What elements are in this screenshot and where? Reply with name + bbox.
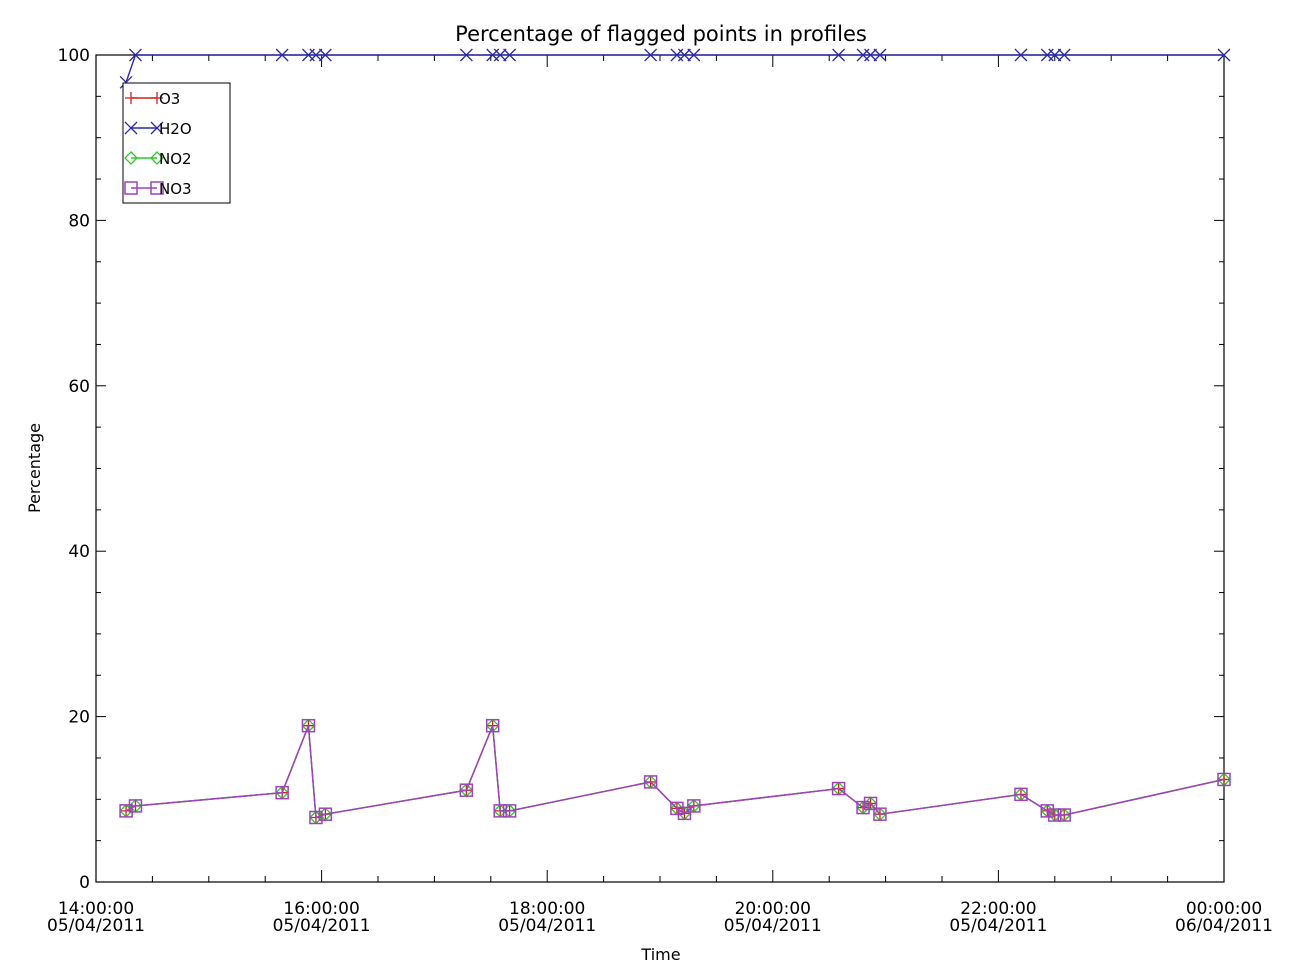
data-point-h2o [1048, 48, 1062, 62]
data-point-no3 [502, 804, 517, 818]
x-tick-label-time: 00:00:00 [1186, 899, 1262, 919]
plot-frame [95, 54, 1225, 883]
data-point-h2o [677, 48, 691, 62]
legend-marker [150, 121, 164, 135]
data-point-no3 [275, 785, 289, 800]
data-point-no3 [677, 806, 692, 821]
series-line-no3 [125, 725, 1225, 819]
data-point-h2o [864, 48, 878, 62]
legend-box [122, 82, 231, 204]
data-point-h2o [459, 48, 473, 62]
x-tick-label-date: 06/04/2011 [1175, 916, 1273, 936]
y-axis-label: Percentage [25, 423, 44, 513]
y-tick-label: 80 [68, 211, 90, 231]
legend-marker [151, 92, 163, 104]
x-tick-label-time: 22:00:00 [960, 899, 1036, 919]
legend-label: NO3 [159, 180, 192, 198]
data-point-h2o [1057, 48, 1071, 62]
x-tick-label-date: 05/04/2011 [724, 916, 822, 936]
x-tick-label-time: 20:00:00 [735, 899, 811, 919]
legend-marker [124, 181, 138, 195]
legend-marker [124, 151, 138, 165]
legend-marker [124, 121, 138, 135]
series-layer [119, 48, 1231, 825]
data-point-h2o [503, 48, 517, 62]
data-point-no3 [318, 807, 333, 821]
data-point-no3 [643, 775, 658, 789]
data-point-no3 [459, 783, 474, 797]
y-tick-label: 100 [58, 46, 90, 66]
x-axis-label: Time [640, 945, 680, 964]
data-point-h2o [832, 48, 846, 62]
data-point-no3 [1057, 808, 1071, 822]
legend-marker [150, 181, 164, 195]
data-point-no3 [493, 804, 507, 818]
y-tick-label: 60 [68, 377, 90, 397]
data-point-no3 [1014, 787, 1028, 802]
series-no3 [119, 718, 1231, 825]
data-point-no3 [1040, 804, 1055, 818]
legend-entries: O3 H2O NO2 NO3 [124, 90, 192, 198]
x-tick-label-date: 05/04/2011 [47, 916, 145, 936]
data-point-h2o [687, 48, 701, 62]
legend-entry-no3: NO3 [124, 180, 192, 198]
data-point-no3 [863, 796, 878, 811]
legend-label: H2O [159, 120, 192, 138]
axes: 02040608010014:00:0005/04/201116:00:0005… [47, 46, 1273, 936]
data-point-no3 [309, 810, 323, 825]
series-o3 [120, 719, 1230, 824]
legend-marker [150, 151, 164, 165]
y-tick-label: 20 [68, 708, 90, 728]
data-point-no3 [301, 718, 316, 733]
legend-label: O3 [159, 90, 180, 108]
data-point-no3 [1048, 808, 1062, 822]
y-tick-label: 40 [68, 542, 90, 562]
data-point-no3 [485, 718, 500, 733]
data-point-h2o [644, 48, 658, 62]
data-point-no3 [128, 799, 143, 813]
legend: O3 H2O NO2 NO3 [122, 82, 231, 204]
data-point-h2o [309, 48, 323, 62]
data-point-no3 [856, 800, 870, 815]
data-point-h2o [275, 48, 289, 62]
legend-entry-no2: NO2 [124, 150, 192, 168]
data-point-no3 [873, 807, 887, 821]
x-tick-label-date: 05/04/2011 [498, 916, 596, 936]
x-tick-label-date: 05/04/2011 [273, 916, 371, 936]
data-point-no3 [119, 804, 133, 818]
chart-title: Percentage of flagged points in profiles [455, 22, 867, 46]
data-point-h2o [129, 48, 142, 62]
data-point-h2o [493, 48, 507, 62]
data-point-no3 [670, 801, 684, 816]
legend-marker [125, 92, 137, 104]
data-point-no3 [687, 799, 701, 813]
data-point-h2o [1014, 48, 1028, 62]
data-point-no3 [1217, 772, 1231, 787]
x-tick-label-time: 18:00:00 [509, 899, 585, 919]
data-point-h2o [873, 48, 887, 62]
data-point-no3 [831, 781, 846, 796]
legend-label: NO2 [159, 150, 192, 168]
y-tick-label: 0 [79, 873, 90, 893]
series-h2o [119, 48, 1231, 89]
legend-entry-h2o: H2O [124, 120, 192, 138]
data-point-h2o [1217, 48, 1231, 62]
x-tick-label-date: 05/04/2011 [949, 916, 1047, 936]
x-tick-label-time: 16:00:00 [283, 899, 359, 919]
legend-entry-o3: O3 [125, 90, 180, 108]
data-point-h2o [318, 48, 332, 62]
x-tick-label-time: 14:00:00 [58, 899, 134, 919]
